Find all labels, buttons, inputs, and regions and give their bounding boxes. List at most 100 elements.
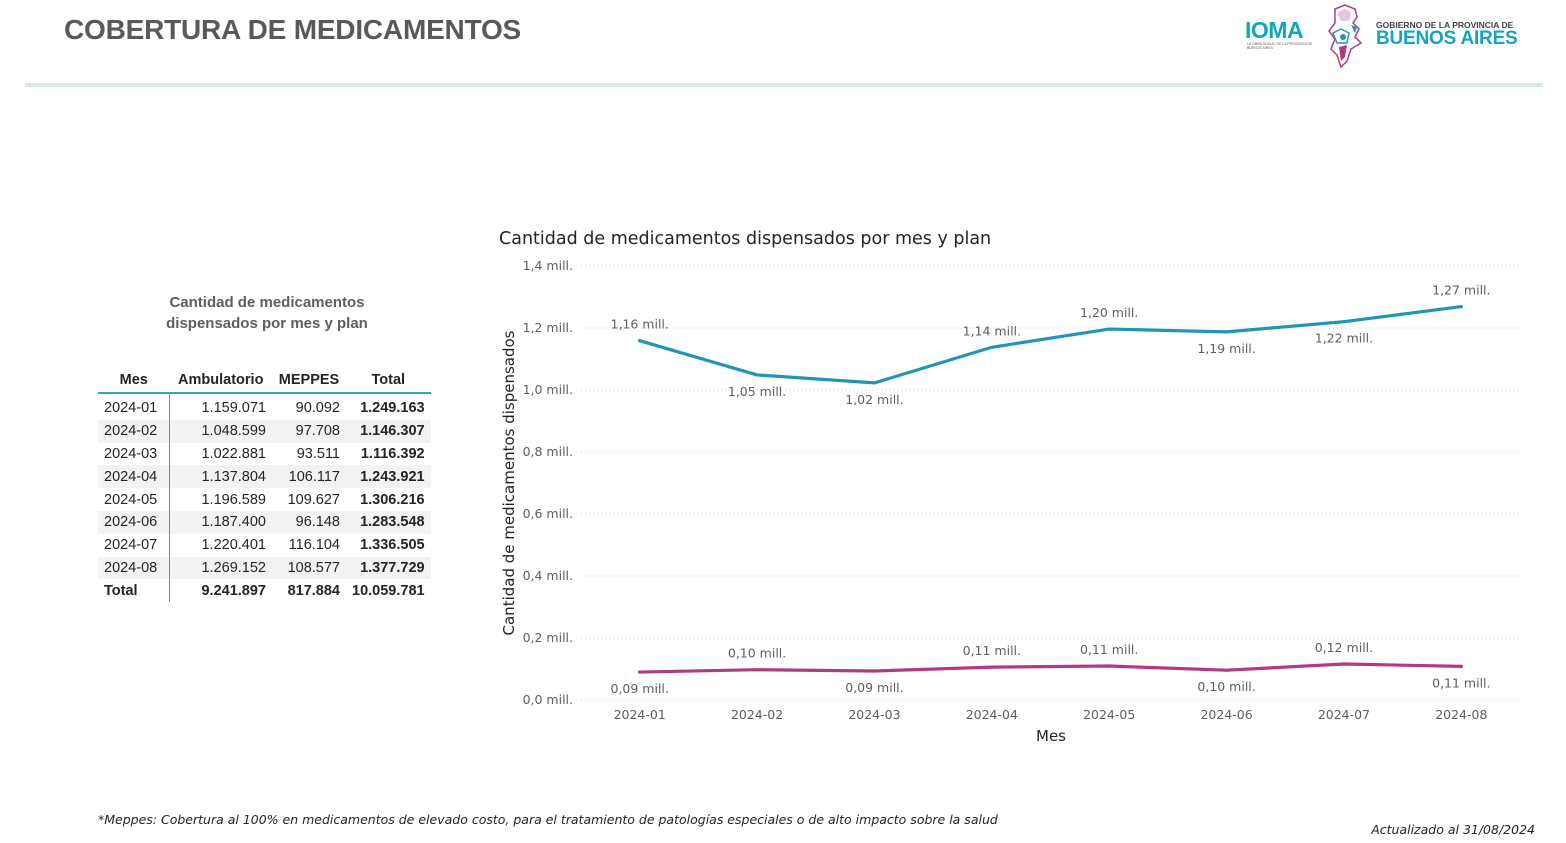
table-row[interactable]: 2024-07 1.220.401 116.104 1.336.505 (98, 533, 431, 557)
data-point (638, 670, 642, 674)
page-title: COBERTURA DE MEDICAMENTOS (64, 14, 522, 45)
data-point (1107, 327, 1111, 331)
data-label: 0,12 mill. (1315, 640, 1373, 655)
chart-title: Cantidad de medicamentos dispensados por… (499, 229, 992, 249)
x-tick-label: 2024-02 (731, 707, 783, 722)
table-cell: 2024-03 (98, 442, 170, 466)
table-row[interactable]: 2024-06 1.187.400 96.148 1.283.548 (98, 510, 431, 534)
table-cell: 1.196.589 (201, 491, 266, 508)
table-cell: 96.148 (272, 510, 346, 534)
table-cell: 1.146.307 (346, 419, 431, 443)
data-label: 0,09 mill. (611, 681, 669, 696)
line-chart: 0,0 mill. 0,2 mill. 0,4 mill. 0,6 mill. 0,8 … (500, 258, 1520, 745)
y-tick-label: 0,2 mill. (523, 630, 573, 645)
table-total-cell: 9.241.897 (169, 579, 272, 603)
province-logo-line2: BUENOS AIRES (1376, 28, 1518, 49)
data-point (990, 345, 994, 349)
y-tick-label: 0,8 mill. (523, 444, 573, 459)
x-tick-label: 2024-01 (614, 707, 666, 722)
data-point (872, 669, 877, 673)
data-label: 1,02 mill. (845, 392, 903, 407)
table-cell: 2024-08 (98, 556, 170, 580)
series-line-0 (638, 304, 1463, 385)
y-tick-label: 1,0 mill. (523, 382, 573, 397)
table-total-cell: 10.059.781 (346, 579, 431, 603)
data-label: 1,14 mill. (963, 323, 1021, 338)
table-cell: 2024-04 (98, 465, 170, 489)
table-cell: 90.092 (295, 400, 340, 417)
table-row[interactable]: 2024-08 1.269.152 108.577 1.377.729 (98, 556, 431, 580)
data-point (1342, 320, 1346, 324)
updated-date: Actualizado al 31/08/2024 (1371, 822, 1535, 837)
y-tick-label: 0,4 mill. (523, 568, 573, 583)
table-cell: 2024-02 (98, 419, 170, 443)
data-label: 1,05 mill. (728, 384, 786, 399)
table-cell: 1.137.804 (169, 465, 272, 489)
data-label: 1,27 mill. (1432, 283, 1490, 298)
x-tick-label: 2024-03 (848, 707, 900, 722)
column-header-mes[interactable]: Mes (98, 367, 170, 394)
data-label: 1,22 mill. (1315, 331, 1373, 346)
data-point (638, 339, 642, 343)
table-cell: 106.117 (272, 465, 346, 489)
x-tick-label: 2024-07 (1318, 707, 1370, 722)
column-header-meppes[interactable]: MEPPES (272, 367, 346, 394)
table-cell: 1.336.505 (360, 537, 425, 554)
table-row[interactable]: 2024-02 1.048.599 97.708 1.146.307 (98, 419, 431, 443)
table-row[interactable]: 2024-05 1.196.589 109.627 1.306.216 (98, 488, 431, 511)
table-cell: 1.283.548 (346, 510, 431, 534)
table-cell: 2024-07 (98, 533, 170, 557)
header-divider (25, 83, 1543, 87)
table-cell: 1.022.881 (201, 445, 266, 462)
data-label: 0,11 mill. (963, 643, 1021, 658)
table-cell: 2024-01 (98, 393, 170, 420)
table-row[interactable]: 2024-01 1.159.071 90.092 1.249.163 (98, 393, 431, 420)
table-row[interactable]: 2024-03 1.022.881 93.511 1.116.392 (98, 442, 431, 466)
x-tick-label: 2024-08 (1435, 707, 1487, 722)
data-point (1224, 668, 1229, 672)
data-label: 0,09 mill. (845, 680, 903, 695)
y-axis-title: Cantidad de medicamentos dispensados (500, 330, 518, 635)
header-logos: IOMA LA OBRA SOCIAL DE LA PROVINCIA DE B… (1245, 3, 1518, 69)
table-cell: 1.048.599 (169, 419, 272, 443)
x-tick-label: 2024-04 (966, 707, 1018, 722)
province-seal-icon (1328, 4, 1363, 69)
data-table: Mes Ambulatorio MEPPES Total 2024-01 1.15… (98, 367, 431, 603)
series-line-1 (638, 662, 1463, 674)
data-point (872, 381, 877, 385)
data-point (1224, 330, 1229, 334)
ioma-logo: IOMA (1245, 17, 1304, 43)
table-cell: 1.306.216 (360, 491, 425, 508)
data-point (990, 665, 994, 669)
y-tick-label: 0,0 mill. (523, 692, 573, 707)
footnote: *Meppes: Cobertura al 100% en medicament… (98, 812, 998, 827)
x-tick-label: 2024-06 (1200, 707, 1252, 722)
x-tick-label: 2024-05 (1083, 707, 1135, 722)
data-point (1459, 304, 1463, 309)
data-label: 0,11 mill. (1080, 642, 1138, 657)
ioma-logo-subtitle: LA OBRA SOCIAL DE LA PROVINCIA DE BUENOS… (1247, 42, 1313, 50)
column-header-total[interactable]: Total (346, 367, 431, 394)
table-cell: 1.249.163 (360, 400, 425, 417)
table-cell: 1.377.729 (346, 556, 431, 580)
y-tick-label: 1,4 mill. (523, 258, 573, 273)
table-cell: 2024-05 (98, 488, 170, 511)
data-label: 0,10 mill. (1197, 679, 1255, 694)
table-title: Cantidad de medicamentos dispensados por… (166, 294, 368, 332)
table-cell: 97.708 (272, 419, 346, 443)
data-label: 1,16 mill. (611, 317, 669, 332)
table-cell: 116.104 (288, 537, 340, 554)
data-label: 0,10 mill. (728, 646, 786, 661)
table-cell: 109.627 (287, 491, 340, 508)
table-cell: 1.269.152 (169, 556, 272, 580)
column-header-ambulatorio[interactable]: Ambulatorio (169, 367, 272, 394)
data-label: 1,20 mill. (1080, 305, 1138, 320)
data-point (1342, 662, 1346, 666)
y-tick-label: 0,6 mill. (523, 506, 573, 521)
table-header-row: Mes Ambulatorio MEPPES Total (98, 367, 431, 394)
data-label: 0,11 mill. (1432, 675, 1490, 690)
table-cell: 2024-06 (98, 510, 170, 534)
data-label: 1,19 mill. (1197, 341, 1255, 356)
x-axis-title: Mes (1036, 727, 1066, 745)
table-row[interactable]: 2024-04 1.137.804 106.117 1.243.921 (98, 465, 431, 489)
